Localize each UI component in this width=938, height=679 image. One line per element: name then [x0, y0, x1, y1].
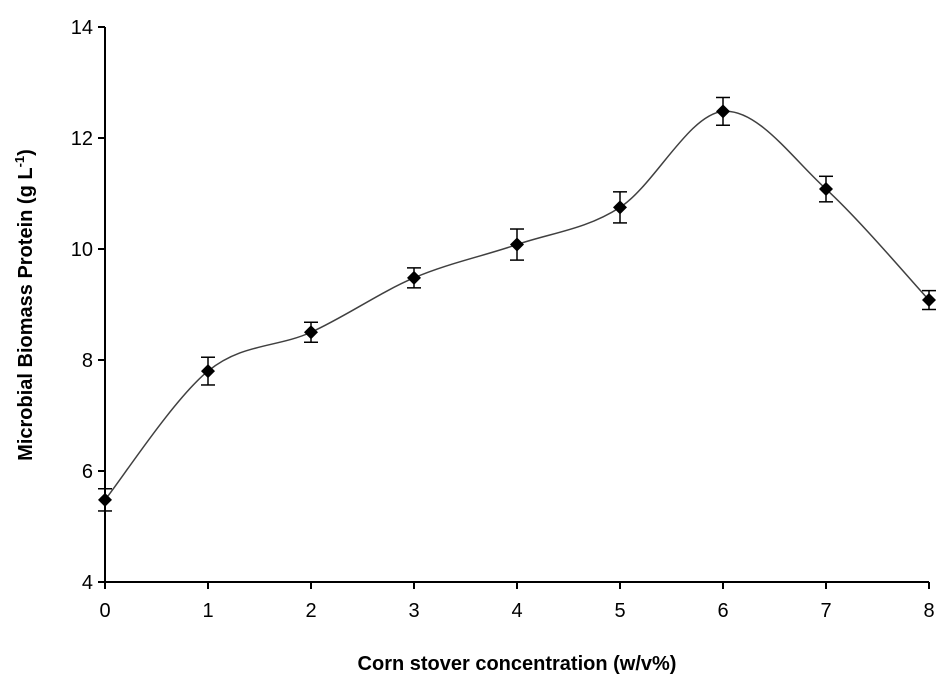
- y-tick-label: 10: [71, 239, 93, 261]
- data-point-marker: [98, 492, 112, 507]
- x-tick-label: 7: [820, 600, 831, 622]
- axes: [104, 27, 929, 583]
- error-bars: [98, 96, 936, 512]
- y-tick-label: 8: [82, 350, 93, 372]
- x-tick-label: 0: [99, 600, 110, 622]
- data-point-marker: [201, 364, 215, 379]
- y-tick-label: 14: [71, 17, 93, 39]
- x-tick-label: 2: [305, 600, 316, 622]
- x-tick-label: 8: [923, 600, 934, 622]
- data-markers: [98, 104, 936, 507]
- y-ticks: 4 6 8 10 12 14: [71, 17, 105, 594]
- x-tick-label: 5: [614, 600, 625, 622]
- data-point-marker: [304, 325, 318, 340]
- y-axis-title-superscript: -1: [12, 156, 27, 168]
- y-axis-title: Microbial Biomass Protein (g L-1): [12, 149, 37, 461]
- x-tick-label: 4: [511, 600, 522, 622]
- y-tick-label: 4: [82, 572, 93, 594]
- x-tick-label: 6: [717, 600, 728, 622]
- y-tick-label: 6: [82, 461, 93, 483]
- data-point-marker: [407, 270, 421, 285]
- data-point-marker: [819, 182, 833, 197]
- x-axis-title: Corn stover concentration (w/v%): [358, 653, 677, 675]
- y-axis-title-main: Microbial Biomass Protein (g L: [15, 167, 37, 460]
- y-axis-title-close: ): [15, 149, 37, 156]
- data-point-marker: [613, 200, 627, 215]
- x-tick-label: 1: [202, 600, 213, 622]
- data-point-marker: [510, 237, 524, 252]
- data-point-marker: [716, 104, 730, 119]
- data-point-marker: [922, 293, 936, 308]
- y-tick-label: 12: [71, 128, 93, 150]
- x-tick-label: 3: [408, 600, 419, 622]
- series-line: [104, 110, 930, 501]
- x-ticks: 0 1 2 3 4 5 6 7 8: [99, 582, 935, 622]
